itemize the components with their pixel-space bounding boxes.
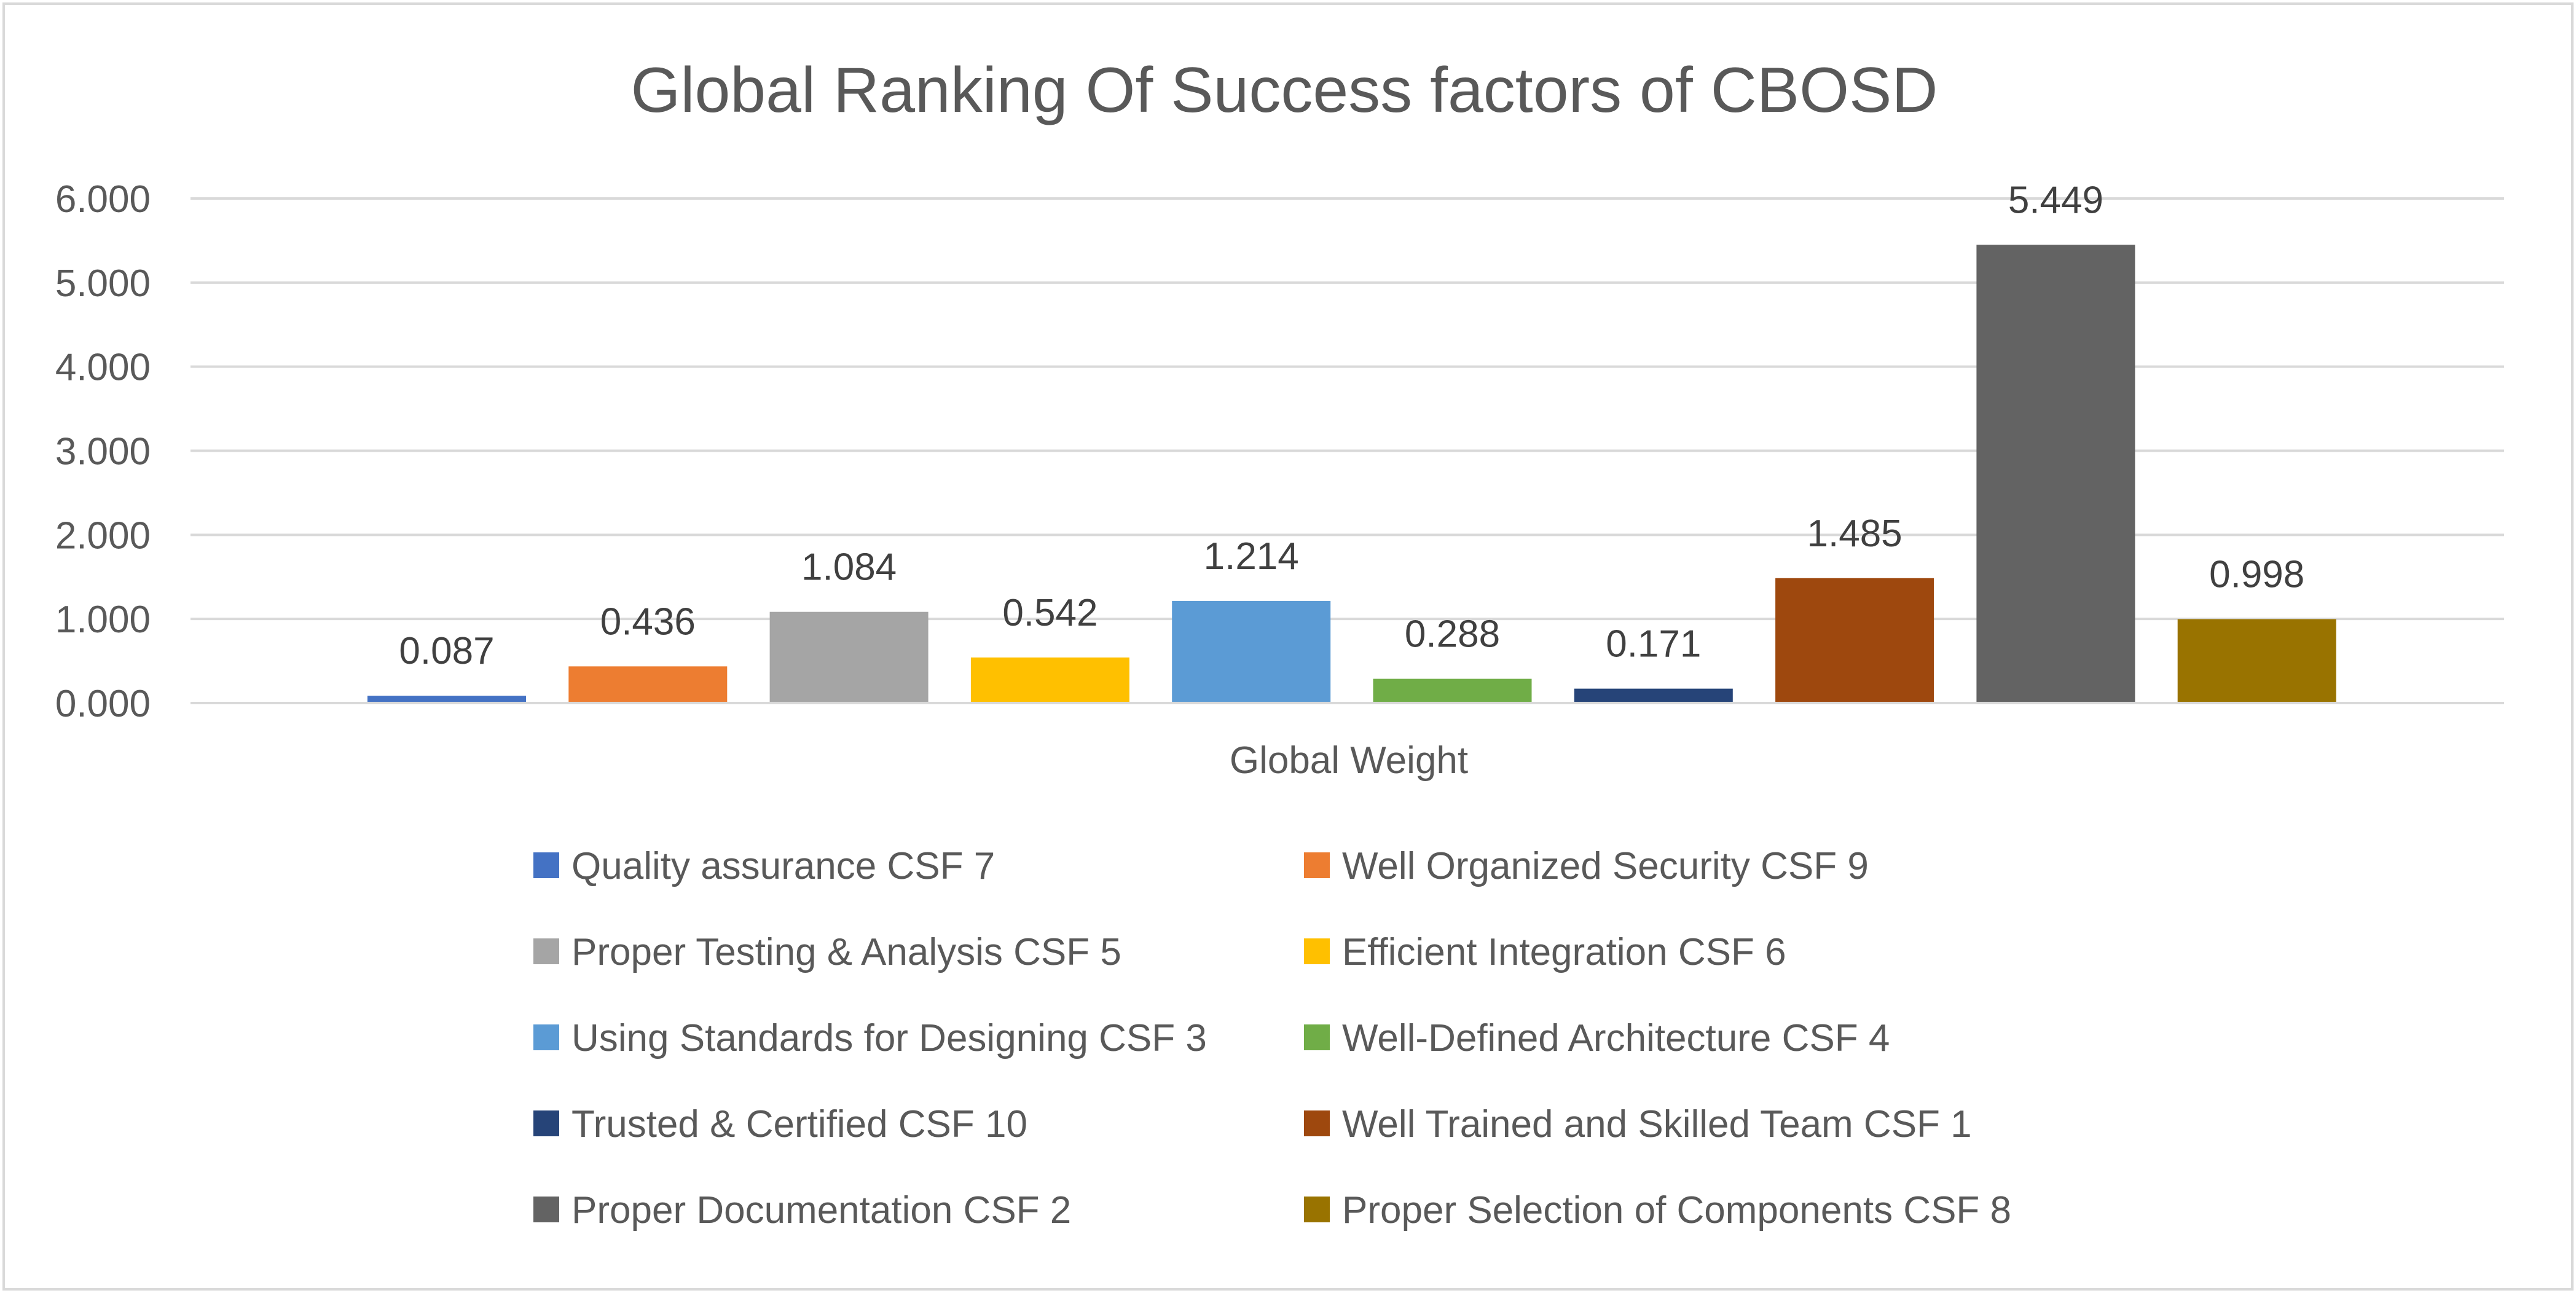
legend-label: Well-Defined Architecture CSF 4 <box>1342 1017 1890 1059</box>
y-tick-label: 1.000 <box>55 599 151 641</box>
data-label: 1.214 <box>1204 535 1299 578</box>
legend-swatch <box>533 938 559 964</box>
bar <box>1574 688 1733 703</box>
legend-swatch <box>533 1110 559 1136</box>
legend-item: Using Standards for Designing CSF 3 <box>533 1017 1207 1059</box>
bar <box>367 696 526 703</box>
legend-swatch <box>533 852 559 878</box>
data-label: 1.084 <box>801 546 897 589</box>
legend-label: Well Trained and Skilled Team CSF 1 <box>1342 1103 1972 1146</box>
data-label: 5.449 <box>2008 179 2103 221</box>
legend-swatch <box>533 1024 559 1050</box>
legend-label: Using Standards for Designing CSF 3 <box>571 1017 1207 1059</box>
bar <box>769 611 929 703</box>
y-axis-ticks: 0.000 1.000 2.000 3.000 4.000 5.000 6.000 <box>55 178 151 725</box>
legend-item: Proper Documentation CSF 2 <box>533 1189 1071 1232</box>
legend-item: Trusted & Certified CSF 10 <box>533 1103 1027 1146</box>
legend-item: Well Organized Security CSF 9 <box>1304 845 1869 887</box>
legend-swatch <box>533 1197 559 1222</box>
legend-swatch <box>1304 852 1330 878</box>
y-tick-label: 0.000 <box>55 683 151 725</box>
legend-item: Proper Testing & Analysis CSF 5 <box>533 931 1121 973</box>
legend-item: Proper Selection of Components CSF 8 <box>1304 1189 2011 1232</box>
x-axis-label: Global Weight <box>1230 739 1468 782</box>
legend-item: Well-Defined Architecture CSF 4 <box>1304 1017 1890 1059</box>
y-tick-label: 2.000 <box>55 514 151 557</box>
chart-title: Global Ranking Of Success factors of CBO… <box>630 55 1938 126</box>
legend-item: Quality assurance CSF 7 <box>533 845 995 887</box>
data-label: 0.542 <box>1002 592 1098 634</box>
legend-swatch <box>1304 1110 1330 1136</box>
legend-label: Proper Testing & Analysis CSF 5 <box>571 931 1121 973</box>
legend-label: Trusted & Certified CSF 10 <box>571 1103 1027 1146</box>
bar <box>1172 600 1331 703</box>
legend-swatch <box>1304 1024 1330 1050</box>
y-tick-label: 5.000 <box>55 262 151 305</box>
y-tick-label: 4.000 <box>55 347 151 389</box>
bar <box>1775 578 1934 703</box>
data-label: 0.998 <box>2209 553 2304 595</box>
bar <box>970 657 1129 703</box>
legend-label: Efficient Integration CSF 6 <box>1342 931 1786 973</box>
legend-label: Proper Selection of Components CSF 8 <box>1342 1189 2011 1232</box>
legend-label: Quality assurance CSF 7 <box>571 845 995 887</box>
bar <box>568 666 728 703</box>
bar <box>1976 245 2135 704</box>
data-label-layer: 0.087 0.436 1.084 0.542 1.214 0.288 0.171 1.485… <box>399 179 2304 672</box>
bar-layer <box>367 245 2336 704</box>
bar <box>1373 678 1532 703</box>
data-label: 0.087 <box>399 630 494 672</box>
data-label: 0.171 <box>1606 623 1701 666</box>
data-label: 0.288 <box>1405 613 1500 656</box>
y-tick-label: 3.000 <box>55 431 151 473</box>
legend-item: Efficient Integration CSF 6 <box>1304 931 1786 973</box>
legend-label: Well Organized Security CSF 9 <box>1342 845 1869 887</box>
legend-label: Proper Documentation CSF 2 <box>571 1189 1071 1232</box>
data-label: 0.436 <box>600 600 696 643</box>
y-tick-label: 6.000 <box>55 178 151 221</box>
data-label: 1.485 <box>1807 513 1903 555</box>
legend-swatch <box>1304 938 1330 964</box>
legend: Quality assurance CSF 7 Well Organized Se… <box>533 845 2011 1232</box>
legend-swatch <box>1304 1197 1330 1222</box>
legend-item: Well Trained and Skilled Team CSF 1 <box>1304 1103 1972 1146</box>
bar <box>2177 619 2336 703</box>
